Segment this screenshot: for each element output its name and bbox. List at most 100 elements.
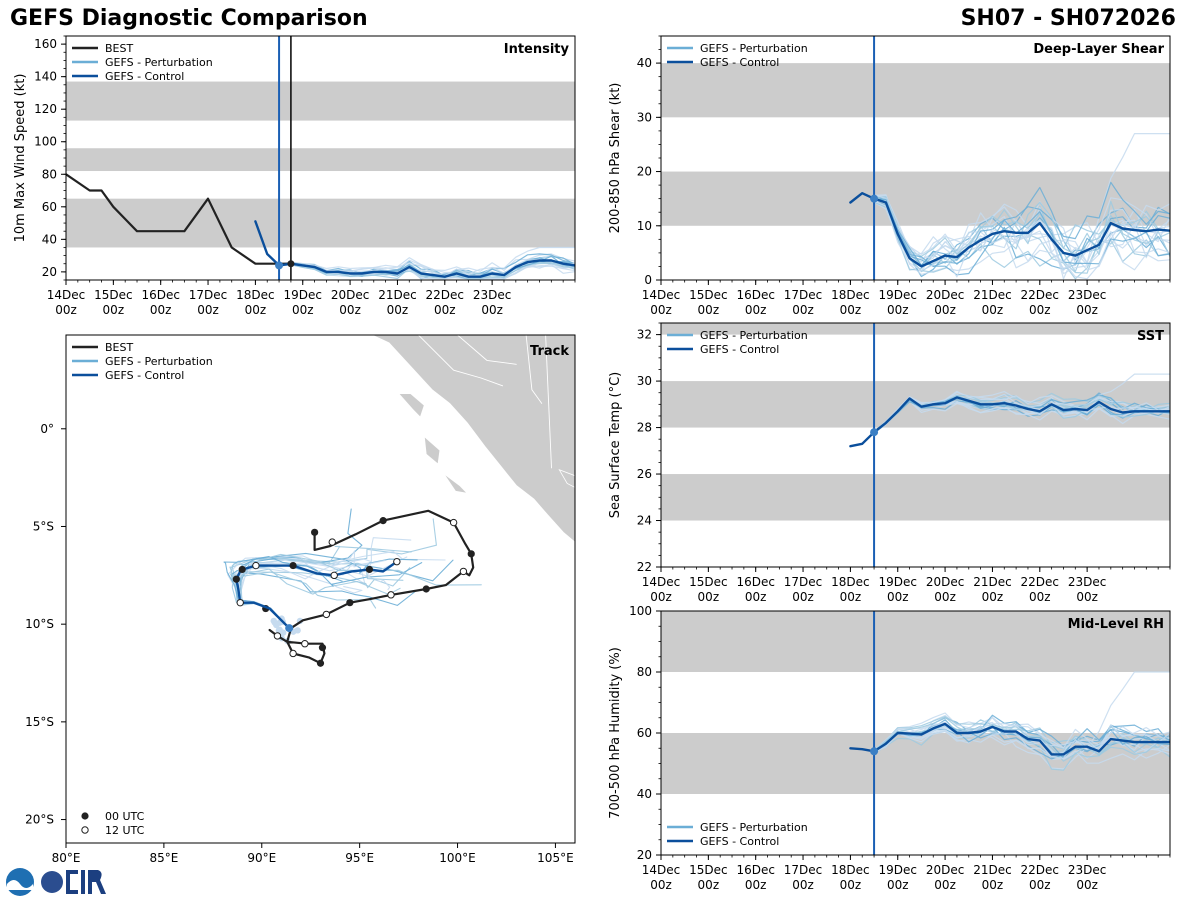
track-best-12utc-marker xyxy=(301,640,309,648)
track-control-00utc-marker xyxy=(289,561,297,570)
intensity-legend-label-best: BEST xyxy=(105,42,133,55)
track-lon-label: 100°E xyxy=(439,851,476,865)
shear-xtick-hour: 00z xyxy=(792,303,814,317)
rh-xtick-day: 15Dec xyxy=(689,863,728,877)
intensity-xtick-day: 18Dec xyxy=(236,288,275,302)
shear-band xyxy=(661,171,1170,226)
shear-perturbation-line xyxy=(873,181,1170,266)
track-legend-00utc-marker xyxy=(81,812,89,820)
intensity-best-current-marker xyxy=(287,260,295,268)
sst-legend-label-pert: GEFS - Perturbation xyxy=(700,329,808,342)
intensity-plot-area xyxy=(66,81,575,280)
track-best-12utc-marker xyxy=(459,567,468,576)
track-best-00utc-marker xyxy=(379,517,387,525)
shear-xtick-hour: 00z xyxy=(1029,303,1051,317)
track-control-12utc-marker xyxy=(393,557,401,566)
intensity-ytick-label: 160 xyxy=(34,37,57,51)
sst-ytick-label: 26 xyxy=(637,467,652,481)
intensity-ytick-label: 60 xyxy=(42,200,57,214)
shear-xtick-day: 21Dec xyxy=(973,288,1012,302)
intensity-xtick-hour: 00z xyxy=(387,303,409,317)
intensity-xtick-day: 15Dec xyxy=(94,288,133,302)
intensity-xtick-day: 14Dec xyxy=(47,288,86,302)
intensity-init-marker xyxy=(275,261,284,270)
rh-xtick-day: 16Dec xyxy=(736,863,775,877)
track-lat-label: 20°S xyxy=(25,813,54,827)
shear-xtick-day: 17Dec xyxy=(784,288,823,302)
sst-xtick-hour: 00z xyxy=(745,590,767,604)
sst-ytick-label: 28 xyxy=(637,421,652,435)
land-mass xyxy=(397,393,425,418)
track-best-12utc-marker xyxy=(328,538,336,546)
track-best-12utc-marker xyxy=(289,649,297,658)
sst-band xyxy=(661,323,1170,335)
rh-xtick-day: 14Dec xyxy=(642,863,681,877)
rh-xtick-day: 22Dec xyxy=(1021,863,1060,877)
track-best-12utc-marker xyxy=(449,518,458,527)
shear-xtick-hour: 00z xyxy=(887,303,909,317)
rh-perturbation-line xyxy=(873,716,1170,762)
intensity-xtick-hour: 00z xyxy=(434,303,456,317)
shear-xtick-day: 23Dec xyxy=(1068,288,1107,302)
intensity-ytick-label: 80 xyxy=(42,167,57,181)
sst-xtick-day: 15Dec xyxy=(689,575,728,589)
shear-perturbation-line xyxy=(873,194,1170,270)
shear-perturbation-line xyxy=(873,200,1170,280)
track-lon-label: 95°E xyxy=(345,851,374,865)
track-legend-label-pert: GEFS - Perturbation xyxy=(105,355,213,368)
track-legend-12utc-label: 12 UTC xyxy=(105,824,145,837)
rh-xtick-hour: 00z xyxy=(887,878,909,892)
track-plot-area xyxy=(223,335,575,667)
rh-ytick-label: 40 xyxy=(637,787,652,801)
cira-logo-globe xyxy=(41,871,63,893)
rh-xtick-day: 18Dec xyxy=(831,863,870,877)
sst-xtick-hour: 00z xyxy=(982,590,1004,604)
track-lat-label: 10°S xyxy=(25,617,54,631)
sst-title: SST xyxy=(1137,329,1164,344)
shear-xtick-day: 16Dec xyxy=(736,288,775,302)
track-frame xyxy=(65,334,576,844)
shear-perturbation-line xyxy=(873,200,1170,275)
rh-xtick-hour: 00z xyxy=(792,878,814,892)
track-start-cluster-dot xyxy=(294,627,301,634)
shear-xtick-hour: 00z xyxy=(698,303,720,317)
intensity-xtick-day: 19Dec xyxy=(283,288,322,302)
track-best-00utc-marker xyxy=(318,644,327,652)
intensity-xtick-hour: 00z xyxy=(103,303,125,317)
track-lon-label: 85°E xyxy=(149,851,178,865)
intensity-xtick-hour: 00z xyxy=(197,303,219,317)
track-best-00utc-marker xyxy=(311,528,319,536)
shear-ylabel: 200-850 hPa Shear (kt) xyxy=(608,83,623,234)
rh-panel: 2040608010014Dec00z15Dec00z16Dec00z17Dec… xyxy=(608,604,1171,892)
shear-ytick-label: 30 xyxy=(637,110,652,124)
track-control-12utc-marker xyxy=(330,571,338,580)
rh-legend-label-ctrl: GEFS - Control xyxy=(700,835,779,848)
sst-ytick-label: 32 xyxy=(637,328,652,342)
sst-xtick-hour: 00z xyxy=(1029,590,1051,604)
track-best-12utc-marker xyxy=(273,632,282,640)
rh-init-marker xyxy=(870,747,879,756)
sst-control-line xyxy=(849,396,1170,448)
track-lon-label: 105°E xyxy=(537,851,574,865)
intensity-band xyxy=(66,81,575,121)
sst-xtick-hour: 00z xyxy=(792,590,814,604)
intensity-xtick-hour: 00z xyxy=(55,303,77,317)
shear-plot-area xyxy=(661,63,1170,280)
intensity-legend-label-ctrl: GEFS - Control xyxy=(105,70,184,83)
intensity-xtick-hour: 00z xyxy=(150,303,172,317)
land-mass xyxy=(371,335,575,543)
intensity-xtick-hour: 00z xyxy=(245,303,267,317)
track-control-00utc-marker xyxy=(365,565,374,574)
land-border xyxy=(457,335,517,365)
intensity-ytick-label: 140 xyxy=(34,70,57,84)
intensity-xtick-hour: 00z xyxy=(481,303,503,317)
intensity-ytick-label: 20 xyxy=(42,265,57,279)
shear-xtick-day: 14Dec xyxy=(642,288,681,302)
shear-xtick-hour: 00z xyxy=(650,303,672,317)
intensity-legend-label-pert: GEFS - Perturbation xyxy=(105,56,213,69)
track-legend-00utc-label: 00 UTC xyxy=(105,810,145,823)
intensity-ytick-label: 120 xyxy=(34,102,57,116)
rh-ytick-label: 80 xyxy=(637,665,652,679)
intensity-xtick-day: 22Dec xyxy=(426,288,465,302)
sst-xtick-hour: 00z xyxy=(650,590,672,604)
